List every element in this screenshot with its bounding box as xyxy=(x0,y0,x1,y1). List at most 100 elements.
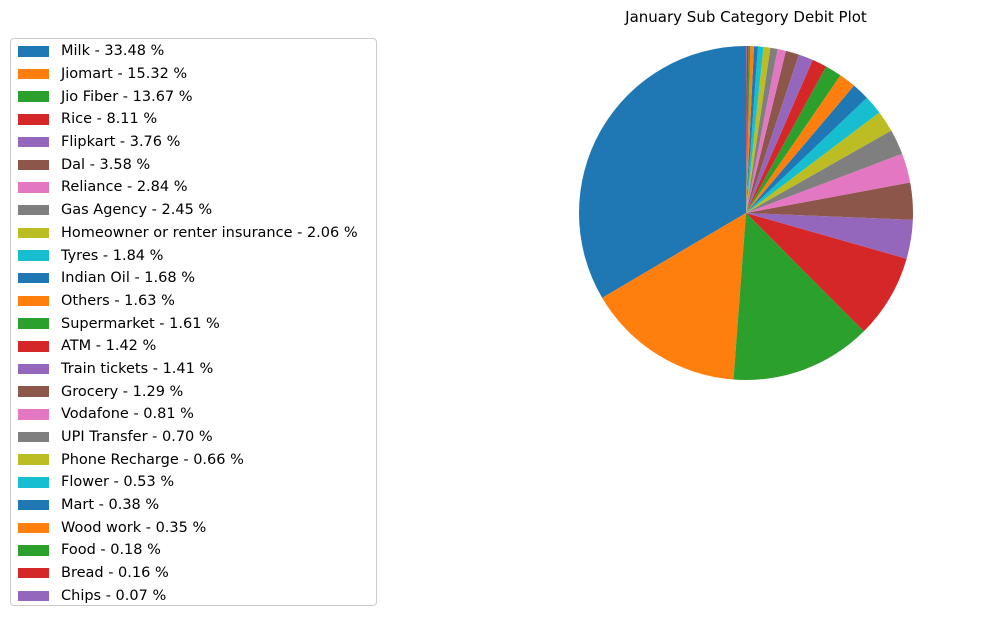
legend-item: Chips - 0.07 % xyxy=(11,585,376,608)
legend-label: Food - 0.18 % xyxy=(61,542,161,559)
pie-slice-12 xyxy=(746,66,841,214)
legend-swatch xyxy=(18,272,49,284)
legend-swatch xyxy=(18,227,49,239)
legend-swatch xyxy=(18,522,49,534)
legend-label: Wood work - 0.35 % xyxy=(61,519,207,536)
legend-label: Others - 1.63 % xyxy=(61,292,175,309)
legend-swatch xyxy=(18,250,49,261)
pie-slice-5 xyxy=(746,182,914,220)
legend-item: Jio Fiber - 13.67 % xyxy=(11,85,376,108)
pie-slice-0 xyxy=(579,46,746,298)
legend-swatch xyxy=(18,68,49,80)
legend-swatch xyxy=(18,386,49,397)
legend-swatch xyxy=(18,114,49,125)
pie-slice-4 xyxy=(746,213,913,259)
pie-slice-21 xyxy=(746,46,754,214)
legend-item: Rice - 8.11 % xyxy=(11,108,376,131)
legend-swatch xyxy=(18,204,49,216)
legend-label: Jiomart - 15.32 % xyxy=(61,66,188,83)
legend-label: Phone Recharge - 0.66 % xyxy=(61,451,244,468)
legend-item: Dal - 3.58 % xyxy=(11,153,376,176)
legend-item: Train tickets - 1.41 % xyxy=(11,358,376,381)
legend-label: Indian Oil - 1.68 % xyxy=(61,270,195,287)
legend-swatch xyxy=(18,182,49,193)
legend-swatch xyxy=(18,590,49,602)
legend-label: Train tickets - 1.41 % xyxy=(61,360,214,377)
pie-slice-13 xyxy=(746,59,827,214)
legend-label: Flower - 0.53 % xyxy=(61,474,175,491)
pie-slice-16 xyxy=(746,49,786,213)
pie-slice-23 xyxy=(746,46,749,213)
pie-slice-15 xyxy=(746,50,799,214)
legend-item: Flower - 0.53 % xyxy=(11,471,376,494)
legend-item: Supermarket - 1.61 % xyxy=(11,312,376,335)
pie-slice-22 xyxy=(746,46,751,213)
legend-item: Flipkart - 3.76 % xyxy=(11,131,376,154)
pie-slice-2 xyxy=(733,213,864,381)
pie-slice-20 xyxy=(746,46,758,213)
legend-label: Jio Fiber - 13.67 % xyxy=(61,88,193,105)
legend-item: Wood work - 0.35 % xyxy=(11,516,376,539)
pie-slice-1 xyxy=(602,213,746,380)
legend-label: Supermarket - 1.61 % xyxy=(61,315,220,332)
legend-label: Flipkart - 3.76 % xyxy=(61,134,181,151)
pie-slice-8 xyxy=(746,112,892,213)
legend-item: Bread - 0.16 % xyxy=(11,562,376,585)
pie-slice-3 xyxy=(746,213,907,332)
legend-swatch xyxy=(18,409,49,420)
legend-label: Rice - 8.11 % xyxy=(61,111,158,128)
legend-swatch xyxy=(18,363,49,375)
legend-label: ATM - 1.42 % xyxy=(61,338,157,355)
legend-swatch xyxy=(18,567,49,579)
legend-label: Vodafone - 0.81 % xyxy=(61,406,194,423)
legend-swatch xyxy=(18,159,49,171)
legend-label: Dal - 3.58 % xyxy=(61,156,151,173)
legend-label: UPI Transfer - 0.70 % xyxy=(61,429,213,446)
legend-label: Chips - 0.07 % xyxy=(61,587,167,604)
pie-slice-19 xyxy=(746,46,764,214)
legend-item: Jiomart - 15.32 % xyxy=(11,63,376,86)
legend-swatch xyxy=(18,295,49,307)
chart-title: January Sub Category Debit Plot xyxy=(625,8,867,26)
pie-slice-6 xyxy=(746,153,911,213)
pie-slice-14 xyxy=(746,54,813,213)
pie-slice-11 xyxy=(746,75,855,213)
legend-label: Gas Agency - 2.45 % xyxy=(61,202,213,219)
legend-item: Gas Agency - 2.45 % xyxy=(11,199,376,222)
legend-item: Reliance - 2.84 % xyxy=(11,176,376,199)
legend-label: Reliance - 2.84 % xyxy=(61,179,188,196)
legend-swatch xyxy=(18,477,49,488)
legend-item: ATM - 1.42 % xyxy=(11,335,376,358)
legend-swatch xyxy=(18,499,49,511)
legend-swatch xyxy=(18,136,49,148)
legend: Milk - 33.48 % Jiomart - 15.32 % Jio Fiber… xyxy=(10,38,377,606)
pie-slice-17 xyxy=(746,47,778,213)
pie-slice-7 xyxy=(746,130,903,213)
legend-item: Mart - 0.38 % xyxy=(11,494,376,517)
legend-item: Phone Recharge - 0.66 % xyxy=(11,448,376,471)
legend-label: Milk - 33.48 % xyxy=(61,43,165,60)
legend-label: Tyres - 1.84 % xyxy=(61,247,164,264)
legend-swatch xyxy=(18,46,49,57)
legend-swatch xyxy=(18,341,49,352)
legend-item: Food - 0.18 % xyxy=(11,539,376,562)
legend-swatch xyxy=(18,318,49,329)
legend-item: Milk - 33.48 % xyxy=(11,40,376,63)
legend-item: Others - 1.63 % xyxy=(11,290,376,313)
legend-swatch xyxy=(18,91,49,102)
legend-label: Homeowner or renter insurance - 2.06 % xyxy=(61,224,358,241)
legend-item: Tyres - 1.84 % xyxy=(11,244,376,267)
legend-swatch xyxy=(18,454,49,465)
legend-item: Homeowner or renter insurance - 2.06 % xyxy=(11,222,376,245)
legend-label: Mart - 0.38 % xyxy=(61,497,160,514)
legend-item: UPI Transfer - 0.70 % xyxy=(11,426,376,449)
legend-item: Indian Oil - 1.68 % xyxy=(11,267,376,290)
legend-swatch xyxy=(18,545,49,556)
pie-slice-24 xyxy=(746,45,747,213)
pie-slice-9 xyxy=(746,97,880,213)
legend-label: Grocery - 1.29 % xyxy=(61,383,184,400)
legend-item: Grocery - 1.29 % xyxy=(11,380,376,403)
pie-slice-18 xyxy=(746,46,771,213)
pie-slice-10 xyxy=(746,85,867,213)
